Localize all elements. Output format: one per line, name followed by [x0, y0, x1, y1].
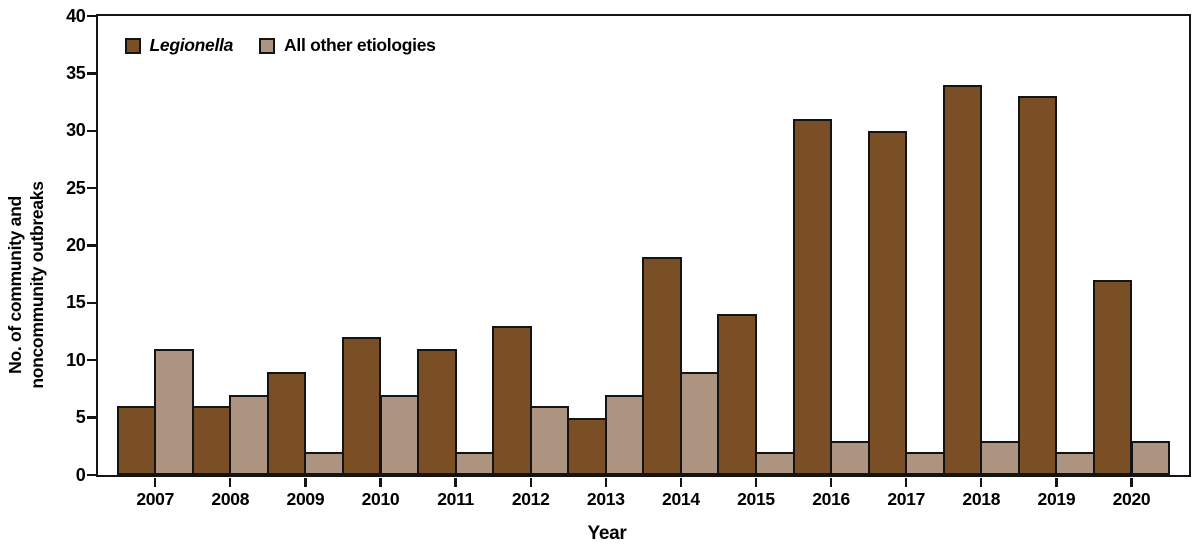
x-axis-tick-2016 — [829, 477, 833, 487]
bar-2016-other-etiologies — [830, 440, 870, 475]
x-axis-tick-2017 — [905, 477, 908, 487]
legend-label-legionella: Legionella — [149, 35, 234, 55]
x-axis-tick-2007 — [154, 477, 157, 487]
bar-2013-other-etiologies — [604, 394, 645, 475]
y-axis-tick-0 — [87, 473, 96, 477]
y-axis-tick-5 — [87, 416, 96, 419]
x-axis-tick-label-2008: 2008 — [211, 489, 250, 509]
y-axis-tick-label-15: 15 — [66, 292, 86, 313]
x-axis-tick-label-2011: 2011 — [437, 489, 474, 509]
y-axis-tick-30 — [87, 129, 96, 132]
legend-swatch-other-etiologies — [259, 37, 276, 54]
x-axis-tick-2009 — [304, 477, 307, 487]
x-axis-tick-label-2013: 2013 — [586, 489, 625, 509]
bar-2007-other-etiologies — [154, 348, 194, 475]
x-axis-tick-label-2009: 2009 — [286, 489, 325, 509]
y-axis-tick-label-5: 5 — [75, 407, 86, 428]
plot-area: Legionella All other etiologies 0 5 10 15 20… — [66, 6, 1191, 509]
x-axis-tick-label-2010: 2010 — [361, 489, 400, 509]
bar-2020-other-etiologies — [1130, 440, 1171, 475]
bar-2015-other-etiologies — [755, 452, 795, 475]
bar-2009-legionella — [266, 371, 307, 475]
legend: Legionella All other etiologies — [124, 35, 462, 56]
x-axis-tick-2020 — [1130, 477, 1133, 487]
y-axis-title: No. of community and noncommunity outbre… — [5, 181, 47, 389]
y-axis-tick-40 — [87, 14, 96, 18]
bar-2016-legionella — [792, 119, 833, 475]
x-axis-tick-2012 — [529, 477, 532, 487]
x-axis-tick-label-2019: 2019 — [1037, 489, 1076, 509]
x-axis-tick-2014 — [679, 477, 683, 487]
x-axis-tick-2010 — [379, 477, 382, 487]
x-axis-tick-label-2014: 2014 — [662, 489, 700, 509]
bar-2020-legionella — [1092, 279, 1133, 475]
x-axis-tick-2011 — [454, 477, 457, 487]
bar-2011-legionella — [417, 348, 457, 475]
bar-2017-legionella — [867, 130, 908, 475]
bar-2010-other-etiologies — [379, 394, 420, 475]
y-axis-tick-20 — [87, 244, 96, 247]
bar-2013-legionella — [567, 417, 607, 475]
bar-2012-legionella — [492, 325, 532, 475]
bar-2018-legionella — [942, 84, 983, 475]
y-axis-tick-label-25: 25 — [66, 177, 86, 198]
x-axis-tick-label-2016: 2016 — [812, 489, 850, 509]
bar-2010-legionella — [341, 337, 382, 475]
x-axis-tick-2013 — [604, 477, 607, 487]
y-axis-tick-label-0: 0 — [75, 464, 86, 485]
bar-2019-legionella — [1017, 96, 1058, 475]
bar-2018-other-etiologies — [980, 440, 1020, 475]
bar-2014-legionella — [642, 256, 682, 475]
y-axis-tick-label-20: 20 — [66, 235, 86, 255]
y-axis-tick-25 — [87, 186, 96, 190]
x-axis-tick-label-2018: 2018 — [962, 489, 1001, 509]
y-axis-tick-label-30: 30 — [66, 120, 86, 141]
y-axis-tick-label-35: 35 — [66, 62, 86, 83]
x-axis-tick-label-2015: 2015 — [737, 489, 775, 509]
bar-2019-other-etiologies — [1055, 452, 1095, 475]
legend-swatch-legionella — [124, 37, 141, 54]
y-axis-tick-15 — [87, 301, 96, 305]
legend-label-other-etiologies: All other etiologies — [284, 35, 436, 55]
x-axis-tick-label-2007: 2007 — [136, 489, 175, 509]
bar-2008-legionella — [191, 406, 232, 475]
y-axis-tick-label-10: 10 — [66, 349, 86, 370]
y-axis-tick-35 — [87, 72, 96, 75]
bar-2015-legionella — [717, 314, 757, 475]
x-axis-tick-2018 — [980, 477, 983, 487]
bar-2007-legionella — [116, 406, 157, 475]
x-axis-tick-label-2020: 2020 — [1112, 489, 1151, 509]
x-axis-tick-label-2017: 2017 — [887, 489, 926, 509]
bar-2011-other-etiologies — [454, 452, 495, 475]
bar-2009-other-etiologies — [304, 452, 344, 475]
x-axis-tick-2008 — [229, 477, 232, 487]
x-axis-tick-2019 — [1055, 477, 1058, 487]
bar-2008-other-etiologies — [229, 394, 269, 475]
bar-2014-other-etiologies — [679, 371, 720, 475]
x-axis-title: Year — [587, 523, 627, 544]
bar-2012-other-etiologies — [529, 406, 570, 475]
x-axis-tick-label-2012: 2012 — [511, 489, 550, 509]
x-axis-tick-2015 — [754, 477, 758, 487]
bar-2017-other-etiologies — [905, 452, 945, 475]
y-axis-tick-10 — [87, 359, 96, 362]
y-axis-tick-label-40: 40 — [66, 5, 86, 26]
